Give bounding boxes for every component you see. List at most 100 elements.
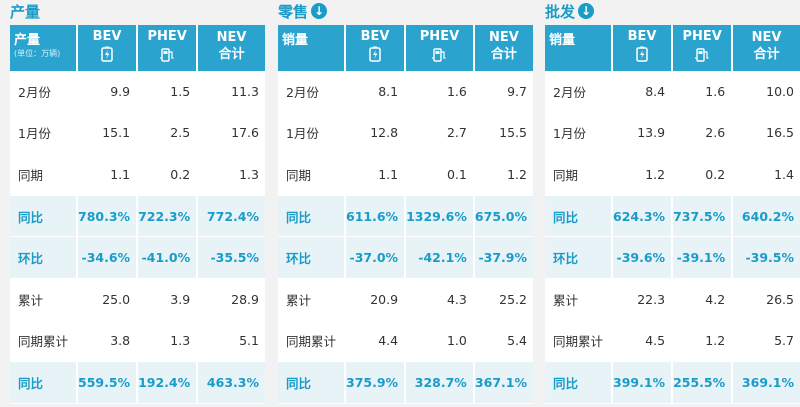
bev-value: -34.6% <box>75 236 138 279</box>
fuel-pump-plug-icon <box>432 48 446 62</box>
table-row: 同比 399.1% 255.5% 369.1% <box>545 361 800 404</box>
row-header-cell: 产量 (单位：万辆) <box>10 25 77 71</box>
fuel-pump-plug-icon <box>695 48 709 62</box>
bev-value: 624.3% <box>610 195 673 238</box>
bev-value: 1.2 <box>610 153 673 196</box>
bev-value: 4.4 <box>343 320 406 363</box>
table-row: 1月份 12.8 2.7 15.5 <box>278 112 533 155</box>
nev-header: NEV 合计 <box>731 25 800 71</box>
row-label: 同期 <box>545 153 612 196</box>
phev-header: PHEV <box>671 25 733 71</box>
table-row: 同期累计 3.8 1.3 5.1 <box>10 320 265 363</box>
nev-value: -37.9% <box>472 236 533 279</box>
nev-value: 5.1 <box>196 320 265 363</box>
row-label: 1月份 <box>10 112 77 155</box>
bev-value: 20.9 <box>343 278 406 321</box>
table-row: 2月份 8.4 1.6 10.0 <box>545 71 800 113</box>
phev-value: 0.1 <box>404 153 474 196</box>
stats-table: 销量 BEV PHEV NEV 合计 2月份 8.4 1.6 10.0 1月份 13.9 2.6 16.… <box>545 25 800 404</box>
phev-header: PHEV <box>136 25 198 71</box>
bev-value: 22.3 <box>610 278 673 321</box>
table-row: 2月份 9.9 1.5 11.3 <box>10 71 265 113</box>
phev-value: 4.3 <box>404 278 474 321</box>
row-header-cell: 销量 <box>545 25 612 71</box>
nev-total-label: 合计 <box>490 47 517 62</box>
battery-icon <box>636 46 648 62</box>
nev-value: 463.3% <box>196 361 265 404</box>
nev-total-label: 合计 <box>218 47 245 62</box>
phev-value: 0.2 <box>671 153 733 196</box>
header-label: 销量 <box>282 33 309 48</box>
phev-value: -39.1% <box>671 236 733 279</box>
bev-value: 12.8 <box>343 112 406 155</box>
bev-value: 375.9% <box>343 361 406 404</box>
panel-title-text: 零售 <box>278 2 309 21</box>
table-header-row: 销量 BEV PHEV NEV 合计 <box>545 25 800 71</box>
table-header-row: 产量 (单位：万辆) BEV PHEV NEV 合计 <box>10 25 265 71</box>
phev-value: 192.4% <box>136 361 198 404</box>
panel-title-text: 批发 <box>545 2 576 21</box>
panel-title-text: 产量 <box>10 2 41 21</box>
nev-value: 5.7 <box>731 320 800 363</box>
phev-value: 0.2 <box>136 153 198 196</box>
nev-value: 675.0% <box>472 195 533 238</box>
row-label: 1月份 <box>278 112 345 155</box>
phev-value: -42.1% <box>404 236 474 279</box>
panel-title: 零售 ↓ <box>278 1 328 21</box>
phev-value: 1.5 <box>136 71 198 113</box>
nev-value: 640.2% <box>731 195 800 238</box>
phev-value: -41.0% <box>136 236 198 279</box>
phev-header-label: PHEV <box>419 29 460 44</box>
nev-value: 17.6 <box>196 112 265 155</box>
arrow-down-circle-icon[interactable]: ↓ <box>311 3 328 19</box>
battery-icon <box>101 46 113 62</box>
phev-value: 2.5 <box>136 112 198 155</box>
phev-value: 737.5% <box>671 195 733 238</box>
phev-value: 1.6 <box>404 71 474 113</box>
arrow-down-circle-icon[interactable]: ↓ <box>578 3 595 19</box>
table-row: 同比 611.6% 1329.6% 675.0% <box>278 195 533 238</box>
table-row: 2月份 8.1 1.6 9.7 <box>278 71 533 113</box>
fuel-pump-plug-icon <box>160 48 174 62</box>
phev-header-label: PHEV <box>682 29 722 44</box>
bev-value: 9.9 <box>75 71 138 113</box>
row-label: 2月份 <box>278 71 345 113</box>
bev-value: -37.0% <box>343 236 406 279</box>
battery-icon <box>369 46 381 62</box>
row-label: 同比 <box>10 195 77 238</box>
table-row: 累计 20.9 4.3 25.2 <box>278 278 533 321</box>
bev-value: 13.9 <box>610 112 673 155</box>
phev-value: 3.9 <box>136 278 198 321</box>
phev-header-label: PHEV <box>147 29 187 44</box>
row-label: 累计 <box>10 278 77 321</box>
phev-value: 2.6 <box>671 112 733 155</box>
bev-value: 1.1 <box>75 153 138 196</box>
row-label: 2月份 <box>545 71 612 113</box>
table-row: 累计 25.0 3.9 28.9 <box>10 278 265 321</box>
bev-value: 559.5% <box>75 361 138 404</box>
bev-value: 3.8 <box>75 320 138 363</box>
phev-value: 1.3 <box>136 320 198 363</box>
row-label: 同期累计 <box>278 320 345 363</box>
nev-header-label: NEV <box>216 30 247 45</box>
phev-value: 2.7 <box>404 112 474 155</box>
row-label: 同期 <box>278 153 345 196</box>
nev-value: 10.0 <box>731 71 800 113</box>
bev-header-label: BEV <box>627 29 657 44</box>
stats-panel: 产量 产量 (单位：万辆) BEV PHEV NEV 合计 2月份 9.9 1.5 11.3 1月份 1… <box>10 0 265 407</box>
bev-header: BEV <box>610 25 673 71</box>
table-row: 同期 1.2 0.2 1.4 <box>545 153 800 196</box>
phev-value: 4.2 <box>671 278 733 321</box>
row-label: 环比 <box>10 236 77 279</box>
row-label: 环比 <box>278 236 345 279</box>
header-label: 产量 <box>14 33 41 48</box>
nev-value: -39.5% <box>731 236 800 279</box>
row-label: 环比 <box>545 236 612 279</box>
phev-value: 255.5% <box>671 361 733 404</box>
bev-value: 8.4 <box>610 71 673 113</box>
nev-value: 25.2 <box>472 278 533 321</box>
nev-value: -35.5% <box>196 236 265 279</box>
row-label: 1月份 <box>545 112 612 155</box>
row-label: 同期累计 <box>545 320 612 363</box>
phev-value: 722.3% <box>136 195 198 238</box>
